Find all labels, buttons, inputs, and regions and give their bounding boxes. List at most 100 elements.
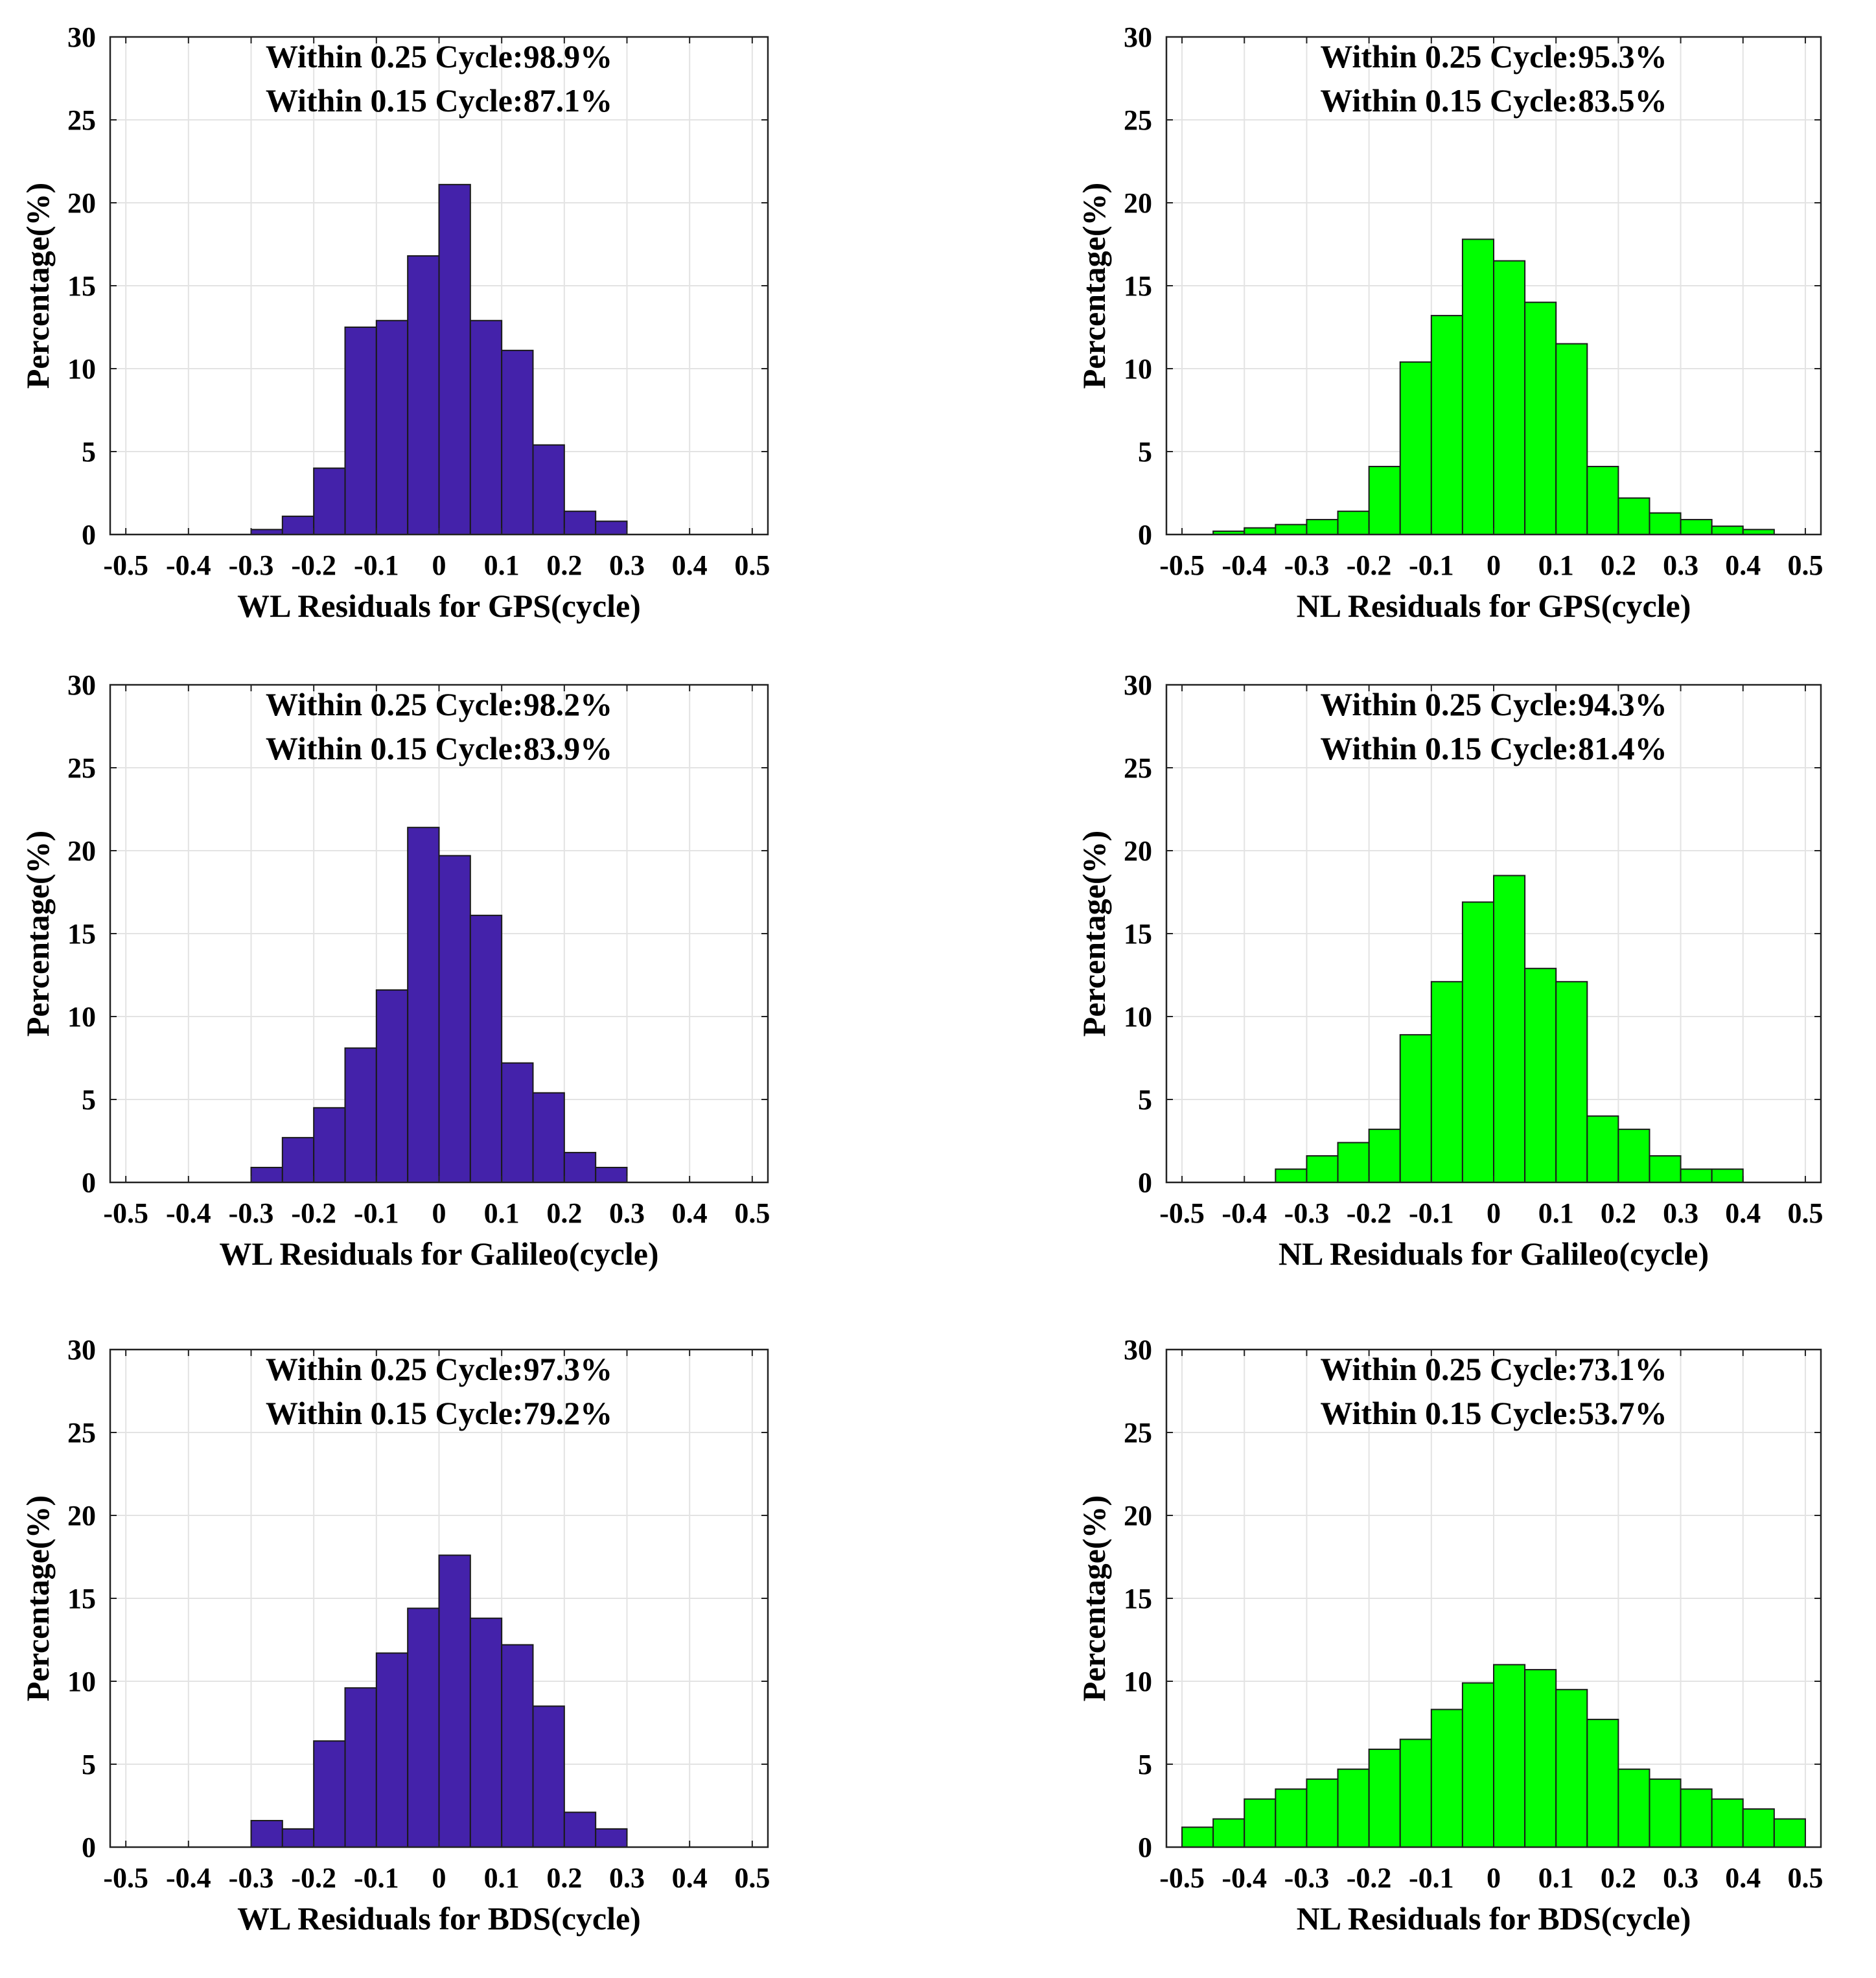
- x-tick-label: 0.4: [672, 549, 708, 581]
- histogram-panel-middle-left: -0.5 -0.4 -0.3 -0.2 -0.1 0 0.1 0.2 0.3 0.4 0.5 0 5 10…: [19, 669, 770, 1272]
- histogram-bar: [1555, 343, 1588, 535]
- histogram-bar: [563, 1151, 597, 1184]
- y-tick-label: 30: [67, 1334, 96, 1366]
- histogram-bar: [1399, 1034, 1432, 1184]
- annotation-text: Within 0.15 Cycle:83.9%: [266, 730, 612, 766]
- x-tick-label: -0.3: [1284, 549, 1330, 581]
- histogram-bar: [1244, 1798, 1277, 1848]
- y-axis-label: Percentage(%): [1076, 183, 1112, 389]
- histogram-bar: [1555, 981, 1588, 1183]
- x-tick-label: 0.5: [734, 1862, 770, 1894]
- histogram-bar: [1244, 527, 1277, 536]
- histogram-bar: [563, 511, 597, 535]
- y-tick-label: 10: [67, 353, 96, 385]
- x-tick-label: -0.1: [1409, 549, 1454, 581]
- x-tick-label: 0.3: [1663, 1862, 1698, 1894]
- histogram-bar: [1649, 1778, 1682, 1848]
- histogram-bar: [1524, 301, 1557, 535]
- annotation-text: Within 0.15 Cycle:53.7%: [1320, 1395, 1667, 1431]
- annotation-text: Within 0.25 Cycle:97.3%: [266, 1351, 612, 1387]
- histogram-bar: [313, 467, 346, 535]
- histogram-bar: [1181, 1826, 1214, 1848]
- x-tick-label: -0.4: [1222, 549, 1267, 581]
- histogram-bar: [1680, 518, 1713, 536]
- x-tick-label: -0.1: [354, 1197, 399, 1229]
- x-tick-label: 0.2: [1601, 549, 1636, 581]
- y-tick-label: 30: [1124, 21, 1152, 53]
- x-tick-label: 0.3: [1663, 549, 1698, 581]
- histogram-bar: [1275, 1788, 1308, 1848]
- histogram-bar: [501, 1644, 534, 1848]
- histogram-bar: [1368, 1748, 1401, 1848]
- y-tick-label: 10: [1124, 1001, 1152, 1033]
- annotation-text: Within 0.15 Cycle:81.4%: [1320, 730, 1667, 766]
- histogram-bar: [1742, 1808, 1775, 1848]
- x-tick-label: 0.1: [484, 549, 520, 581]
- histogram-bar: [501, 1062, 534, 1184]
- histogram-bar: [407, 1607, 440, 1848]
- histogram-bar: [1461, 1682, 1495, 1848]
- histogram-bar: [1586, 1115, 1619, 1183]
- x-tick-label: 0: [1487, 1197, 1501, 1229]
- y-tick-label: 25: [1124, 104, 1152, 136]
- x-tick-label: -0.4: [1222, 1197, 1267, 1229]
- histogram-bar: [344, 1687, 377, 1848]
- histogram-bar: [281, 515, 315, 536]
- annotation-text: Within 0.15 Cycle:87.1%: [266, 82, 612, 119]
- histogram-bar: [469, 319, 503, 535]
- y-tick-label: 0: [82, 1832, 96, 1863]
- histogram-bar: [1399, 1738, 1432, 1848]
- histogram-bar: [1586, 1718, 1619, 1848]
- y-tick-label: 15: [1124, 918, 1152, 950]
- histogram-bar: [250, 1166, 283, 1183]
- y-axis-label: Percentage(%): [19, 1495, 56, 1701]
- annotation-text: Within 0.15 Cycle:83.5%: [1320, 82, 1667, 119]
- histogram-bar: [595, 1166, 628, 1183]
- histogram-bar: [438, 183, 471, 535]
- x-tick-label: -0.2: [1347, 549, 1392, 581]
- histogram-bar: [1617, 497, 1650, 535]
- histogram-bar: [438, 855, 471, 1184]
- x-tick-label: 0.3: [609, 549, 645, 581]
- x-tick-label: -0.3: [229, 549, 274, 581]
- y-tick-label: 25: [1124, 752, 1152, 784]
- y-tick-label: 20: [1124, 187, 1152, 219]
- annotation-text: Within 0.25 Cycle:98.2%: [266, 686, 612, 722]
- annotation-text: Within 0.25 Cycle:95.3%: [1320, 38, 1667, 75]
- histogram-bar: [438, 1554, 471, 1848]
- histogram-bar: [1275, 523, 1308, 536]
- histogram-bar: [1306, 1778, 1339, 1848]
- histogram-bar: [1711, 1168, 1744, 1184]
- x-tick-label: 0.4: [672, 1862, 708, 1894]
- y-tick-label: 20: [1124, 1500, 1152, 1532]
- x-tick-label: 0.5: [1787, 549, 1823, 581]
- y-tick-label: 5: [82, 436, 96, 468]
- y-tick-label: 15: [1124, 270, 1152, 302]
- y-tick-label: 5: [1138, 1084, 1152, 1116]
- x-tick-label: 0.1: [1538, 1197, 1574, 1229]
- x-tick-label: -0.2: [291, 1862, 336, 1894]
- y-tick-label: 30: [67, 669, 96, 701]
- annotation-text: Within 0.25 Cycle:98.9%: [266, 38, 612, 75]
- annotation-text: Within 0.25 Cycle:94.3%: [1320, 686, 1667, 722]
- x-tick-label: -0.2: [1347, 1197, 1392, 1229]
- x-tick-label: 0.4: [1725, 549, 1761, 581]
- histogram-bar: [1649, 512, 1682, 535]
- x-tick-label: -0.1: [354, 549, 399, 581]
- x-tick-label: -0.3: [229, 1197, 274, 1229]
- x-tick-label: 0.4: [1725, 1862, 1761, 1894]
- histogram-bar: [1586, 466, 1619, 535]
- annotation-text: Within 0.15 Cycle:79.2%: [266, 1395, 612, 1431]
- x-tick-label: 0.4: [1725, 1197, 1761, 1229]
- y-tick-label: 25: [67, 1417, 96, 1449]
- histogram-panel-middle-right: -0.5 -0.4 -0.3 -0.2 -0.1 0 0.1 0.2 0.3 0.4 0.5 0 5 10…: [1076, 669, 1823, 1272]
- histogram-bar: [1680, 1788, 1713, 1848]
- x-tick-label: 0.3: [609, 1197, 645, 1229]
- histogram-bar: [1368, 1129, 1401, 1183]
- y-tick-label: 10: [1124, 1666, 1152, 1697]
- histogram-bar: [1711, 525, 1744, 536]
- y-tick-label: 20: [67, 835, 96, 867]
- histogram-bar: [532, 1705, 565, 1848]
- y-tick-label: 25: [67, 752, 96, 784]
